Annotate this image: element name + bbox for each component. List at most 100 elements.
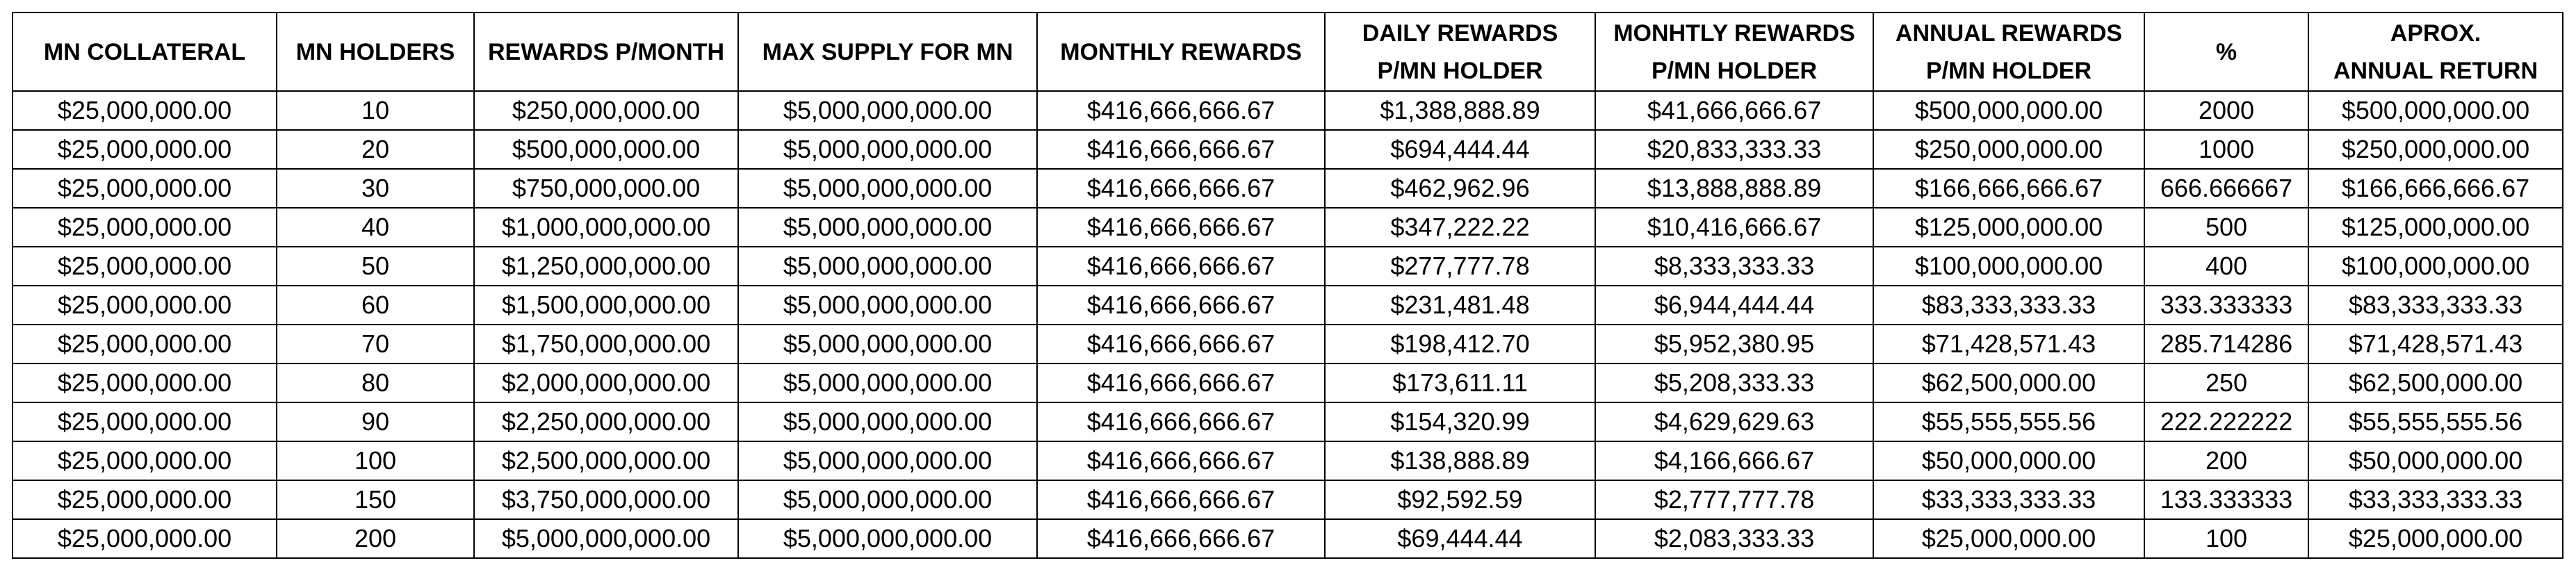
cell: $100,000,000.00 [2308,246,2563,286]
cell: $250,000,000.00 [2308,129,2563,170]
cell: $25,000,000.00 [12,207,277,247]
cell: $25,000,000.00 [12,90,277,131]
cell: $62,500,000.00 [1873,363,2145,403]
cell: $92,592.59 [1324,480,1596,520]
header-text: MONTHLY REWARDS [1060,38,1302,65]
cell: $10,416,666.67 [1595,207,1874,247]
cell: $125,000,000.00 [2308,207,2563,247]
cell: $166,666,666.67 [2308,168,2563,209]
cell: 60 [276,285,475,325]
header-row: MN COLLATERAL MN HOLDERS REWARDS P/MONTH MA… [12,12,2563,92]
cell: 40 [276,207,475,247]
cell: $5,000,000,000.00 [737,480,1038,520]
cell: 133.333333 [2144,480,2309,520]
cell: $416,666,666.67 [1036,518,1326,559]
cell: $2,083,333.33 [1595,518,1874,559]
cell: $4,629,629.63 [1595,402,1874,442]
cell: 333.333333 [2144,285,2309,325]
header-text: APROX. [2390,19,2481,47]
cell: $5,000,000,000.00 [473,518,739,559]
header-text: % [2215,38,2237,65]
cell: $2,500,000,000.00 [473,441,739,481]
cell: $25,000,000.00 [12,246,277,286]
header-cell: MN COLLATERAL [12,12,277,92]
data-row: $25,000,000.00 70 $1,750,000,000.00 $5,000,… [12,324,2563,364]
cell: $33,333,333.33 [1873,480,2145,520]
data-row: $25,000,000.00 20 $500,000,000.00 $5,000,00… [12,129,2563,170]
cell: $750,000,000.00 [473,168,739,209]
cell: $55,555,555.56 [2308,402,2563,442]
header-text: MN COLLATERAL [43,38,246,65]
cell: $5,000,000,000.00 [737,285,1038,325]
cell: $5,000,000,000.00 [737,246,1038,286]
cell: $500,000,000.00 [1873,90,2145,131]
data-row: $25,000,000.00 60 $1,500,000,000.00 $5,000,… [12,285,2563,325]
cell: $25,000,000.00 [12,480,277,520]
header-text: REWARDS P/MONTH [488,38,724,65]
data-row: $25,000,000.00 90 $2,250,000,000.00 $5,000,… [12,402,2563,442]
cell: $250,000,000.00 [1873,129,2145,170]
cell: $198,412.70 [1324,324,1596,364]
cell: $5,000,000,000.00 [737,518,1038,559]
cell: $25,000,000.00 [12,363,277,403]
cell: $2,777,777.78 [1595,480,1874,520]
cell: $5,000,000,000.00 [737,324,1038,364]
cell: $5,000,000,000.00 [737,363,1038,403]
cell: $25,000,000.00 [2308,518,2563,559]
header-text: MONHTLY REWARDS [1613,19,1855,47]
cell: $5,000,000,000.00 [737,441,1038,481]
cell: $416,666,666.67 [1036,363,1326,403]
cell: 20 [276,129,475,170]
cell: $277,777.78 [1324,246,1596,286]
cell: $5,000,000,000.00 [737,168,1038,209]
cell: $41,666,666.67 [1595,90,1874,131]
cell: $5,000,000,000.00 [737,129,1038,170]
header-cell: % [2144,12,2309,92]
cell: $13,888,888.89 [1595,168,1874,209]
cell: $1,750,000,000.00 [473,324,739,364]
cell: $100,000,000.00 [1873,246,2145,286]
cell: 70 [276,324,475,364]
cell: $4,166,666.67 [1595,441,1874,481]
header-cell: REWARDS P/MONTH [473,12,739,92]
header-cell: MAX SUPPLY FOR MN [737,12,1038,92]
cell: $2,250,000,000.00 [473,402,739,442]
cell: $416,666,666.67 [1036,129,1326,170]
cell: $1,250,000,000.00 [473,246,739,286]
cell: $55,555,555.56 [1873,402,2145,442]
cell: $2,000,000,000.00 [473,363,739,403]
cell: $416,666,666.67 [1036,246,1326,286]
cell: $25,000,000.00 [12,324,277,364]
cell: $6,944,444.44 [1595,285,1874,325]
cell: 285.714286 [2144,324,2309,364]
header-text: ANNUAL REWARDS [1895,19,2123,47]
cell: $20,833,333.33 [1595,129,1874,170]
cell: $25,000,000.00 [12,168,277,209]
cell: $500,000,000.00 [2308,90,2563,131]
cell: 200 [276,518,475,559]
cell: 250 [2144,363,2309,403]
header-cell: MONHTLY REWARDS P/MN HOLDER [1595,12,1874,92]
cell: $416,666,666.67 [1036,207,1326,247]
cell: $125,000,000.00 [1873,207,2145,247]
cell: $1,500,000,000.00 [473,285,739,325]
cell: $69,444.44 [1324,518,1596,559]
cell: $250,000,000.00 [473,90,739,131]
cell: 10 [276,90,475,131]
cell: 100 [2144,518,2309,559]
cell: $166,666,666.67 [1873,168,2145,209]
cell: 150 [276,480,475,520]
cell: $462,962.96 [1324,168,1596,209]
cell: 1000 [2144,129,2309,170]
cell: $25,000,000.00 [12,441,277,481]
cell: $500,000,000.00 [473,129,739,170]
cell: $83,333,333.33 [1873,285,2145,325]
cell: $83,333,333.33 [2308,285,2563,325]
cell: $25,000,000.00 [12,402,277,442]
cell: $8,333,333.33 [1595,246,1874,286]
header-cell: MN HOLDERS [276,12,475,92]
cell: $33,333,333.33 [2308,480,2563,520]
data-row: $25,000,000.00 30 $750,000,000.00 $5,000,00… [12,168,2563,209]
cell: 100 [276,441,475,481]
